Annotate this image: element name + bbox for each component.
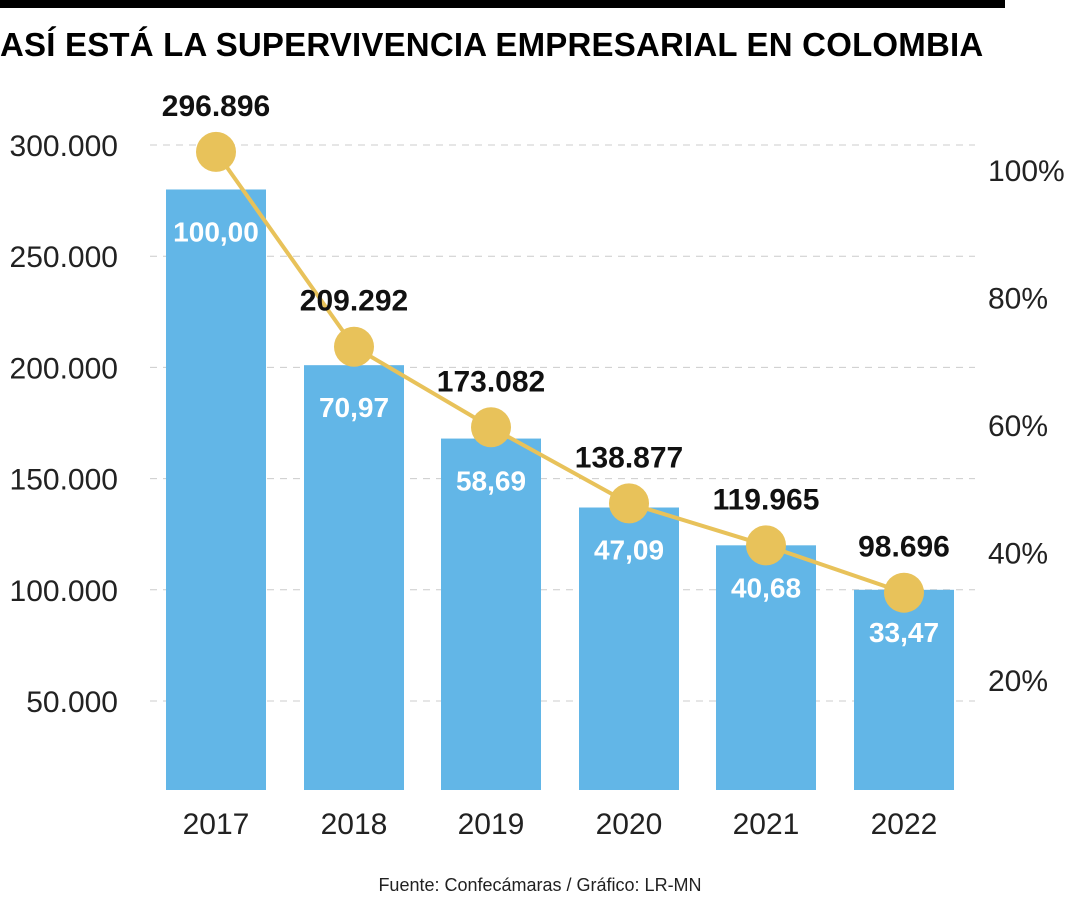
y-right-tick-label: 20% <box>988 665 1048 698</box>
bar-value-label: 33,47 <box>869 617 939 648</box>
line-value-label: 119.965 <box>713 483 820 516</box>
y-tick-label: 300.000 <box>10 130 118 163</box>
bar <box>716 545 816 790</box>
bar <box>854 589 954 790</box>
line-point <box>334 326 374 367</box>
line-point <box>884 572 924 613</box>
y-tick-label: 50.000 <box>26 686 118 719</box>
x-tick-label: 2017 <box>183 808 250 841</box>
bar <box>579 507 679 790</box>
trend-line: 296.896 209.292 173.082 138.877 119.965 98.69… <box>162 90 950 613</box>
chart-title: ASÍ ESTÁ LA SUPERVIVENCIA EMPRESARIAL EN… <box>0 26 984 63</box>
y-tick-label: 200.000 <box>10 352 118 385</box>
line-value-label: 209.292 <box>300 285 408 318</box>
right-axis: 20% 40% 60% 80% 100% <box>988 155 1065 698</box>
trend-line-path <box>214 150 905 595</box>
y-tick-label: 250.000 <box>10 241 118 274</box>
y-right-tick-label: 40% <box>988 538 1048 571</box>
bar <box>441 438 541 790</box>
bar <box>166 189 266 791</box>
y-tick-label: 100.000 <box>10 575 118 608</box>
line-point <box>196 131 236 172</box>
line-point <box>609 483 649 524</box>
y-tick-label: 150.000 <box>10 464 118 497</box>
line-value-label: 98.696 <box>858 531 950 564</box>
x-tick-label: 2022 <box>871 808 938 841</box>
bars: 100,00 70,97 58,69 47,09 40,68 33,47 <box>166 189 954 791</box>
y-right-tick-label: 100% <box>988 155 1065 188</box>
top-rule <box>0 0 1005 8</box>
gridlines <box>150 144 975 702</box>
line-value-label: 173.082 <box>437 365 545 398</box>
bar-value-label: 58,69 <box>456 466 526 497</box>
x-tick-label: 2018 <box>321 808 388 841</box>
bar-value-label: 100,00 <box>173 216 259 247</box>
line-value-label: 296.896 <box>162 90 270 123</box>
left-axis: 50.000 100.000 150.000 200.000 250.000 300.00… <box>10 130 118 719</box>
y-right-tick-label: 60% <box>988 410 1048 443</box>
x-axis: 2017 2018 2019 2020 2021 2022 <box>183 808 938 841</box>
bar-value-label: 40,68 <box>731 572 801 603</box>
bar <box>304 365 404 790</box>
line-value-label: 138.877 <box>575 441 683 474</box>
bar-value-label: 47,09 <box>594 535 664 566</box>
x-tick-label: 2019 <box>458 808 525 841</box>
y-right-tick-label: 80% <box>988 283 1048 316</box>
line-point <box>471 407 511 448</box>
x-tick-label: 2021 <box>733 808 800 841</box>
source-note: Fuente: Confecámaras / Gráfico: LR-MN <box>378 875 702 895</box>
line-point <box>746 525 786 566</box>
bar-value-label: 70,97 <box>319 392 389 423</box>
x-tick-label: 2020 <box>596 808 663 841</box>
